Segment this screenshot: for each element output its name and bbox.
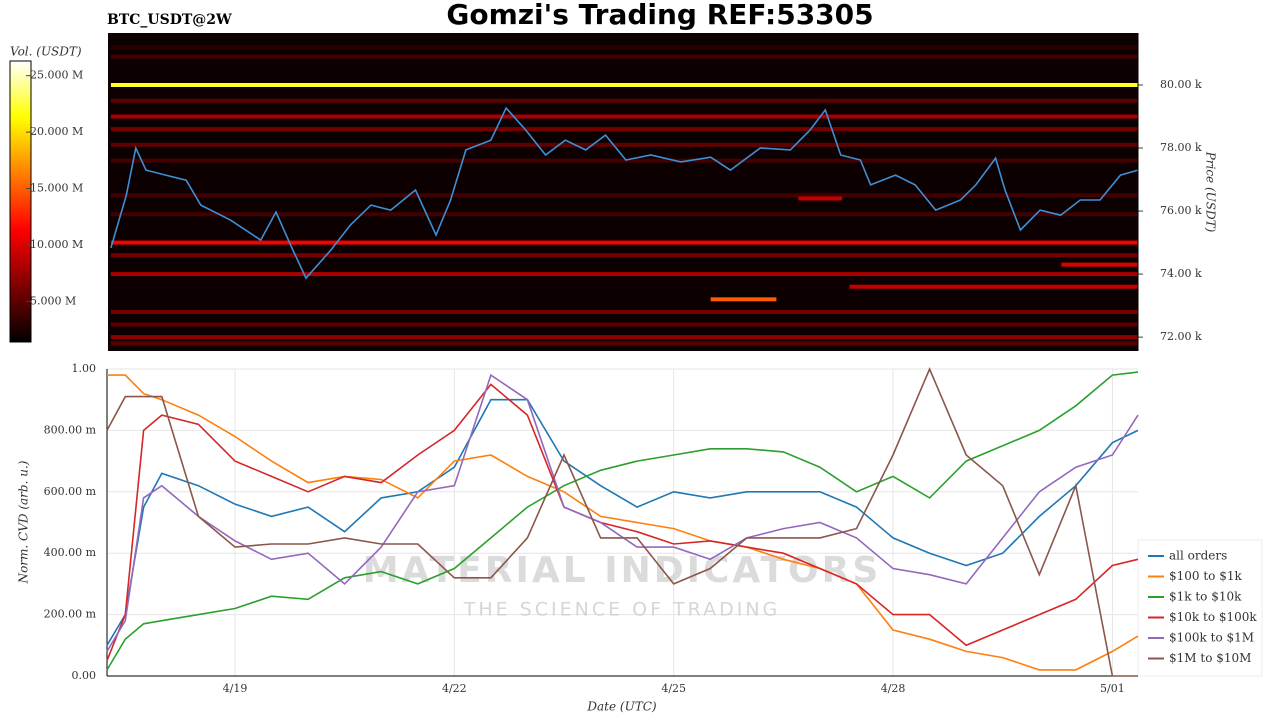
liquidity-band [110,272,1138,277]
heatmap-background [108,33,1138,351]
liquidity-band [110,322,1138,327]
y-tick-label: 800.00 m [44,423,97,436]
colorbar-label: Vol. (USDT) [10,45,82,59]
chart-title: Gomzi's Trading REF:53305 [446,0,873,31]
liquidity-band [110,45,1138,50]
liquidity-band [110,335,1138,340]
series-line [110,106,1139,280]
y-tick-label: 600.00 m [44,485,97,498]
y-tick-label: 0.00 [72,669,97,682]
liquidity-band [110,158,1138,163]
x-tick-label: 4/22 [442,682,467,695]
liquidity-band [1061,262,1138,267]
x-tick-label: 5/01 [1100,682,1125,695]
x-tick-label: 4/25 [661,682,686,695]
liquidity-band [110,127,1138,132]
y-tick-label: 1.00 [72,362,97,375]
liquidity-band [110,142,1138,147]
series-line [106,398,1139,646]
y-tick-label: 72.00 k [1160,330,1202,343]
liquidity-band [110,212,1138,217]
liquidity-band [110,54,1138,59]
y-tick-label: 76.00 k [1160,204,1202,217]
legend-label[interactable]: $10k to $100k [1169,610,1257,624]
colorbar-tick-label: 25.000 M [30,69,83,82]
liquidity-band [110,114,1138,119]
liquidity-band [798,196,843,201]
legend-box [1137,539,1263,677]
liquidity-band [110,341,1138,346]
liquidity-band [110,98,1138,103]
y-tick-label: 74.00 k [1160,267,1202,280]
colorbar [9,60,32,343]
liquidity-band [110,309,1138,314]
y-tick-label: 400.00 m [44,546,97,559]
x-tick-label: 4/19 [223,682,248,695]
colorbar-tick-label: 10.000 M [30,238,83,251]
series-line [106,366,1138,677]
x-tick-label: 4/28 [881,682,906,695]
series-line [106,373,1139,652]
series-line [107,374,1139,671]
colorbar-tick-label: 5.000 M [30,294,76,307]
legend-label[interactable]: $1k to $10k [1169,590,1242,604]
y-axis-title: Price (USDT) [1204,151,1218,233]
y-axis-title: Norm. CVD (arb. u.) [17,460,31,584]
series-line [106,371,1139,671]
y-tick-label: 80.00 k [1160,78,1202,91]
colorbar-tick-label: 20.000 M [30,125,83,138]
liquidity-band [110,240,1138,245]
liquidity-band [110,253,1138,258]
x-axis-title: Date (UTC) [586,700,656,714]
legend-label[interactable]: all orders [1169,549,1227,563]
colorbar-tick-label: 15.000 M [30,182,83,195]
liquidity-band [849,284,1138,289]
legend-label[interactable]: $100 to $1k [1169,569,1242,583]
watermark: THE SCIENCE OF TRADING [463,599,781,621]
watermark: MATERIAL INDICATORS [363,550,882,591]
liquidity-band [110,193,1138,198]
legend-label[interactable]: $1M to $10M [1169,651,1251,665]
liquidity-band [710,297,777,302]
symbol-label: BTC_USDT@2W [107,12,232,28]
liquidity-band [110,83,1138,88]
legend-label[interactable]: $100k to $1M [1169,631,1254,645]
y-tick-label: 200.00 m [44,608,97,621]
y-tick-label: 78.00 k [1160,141,1202,154]
